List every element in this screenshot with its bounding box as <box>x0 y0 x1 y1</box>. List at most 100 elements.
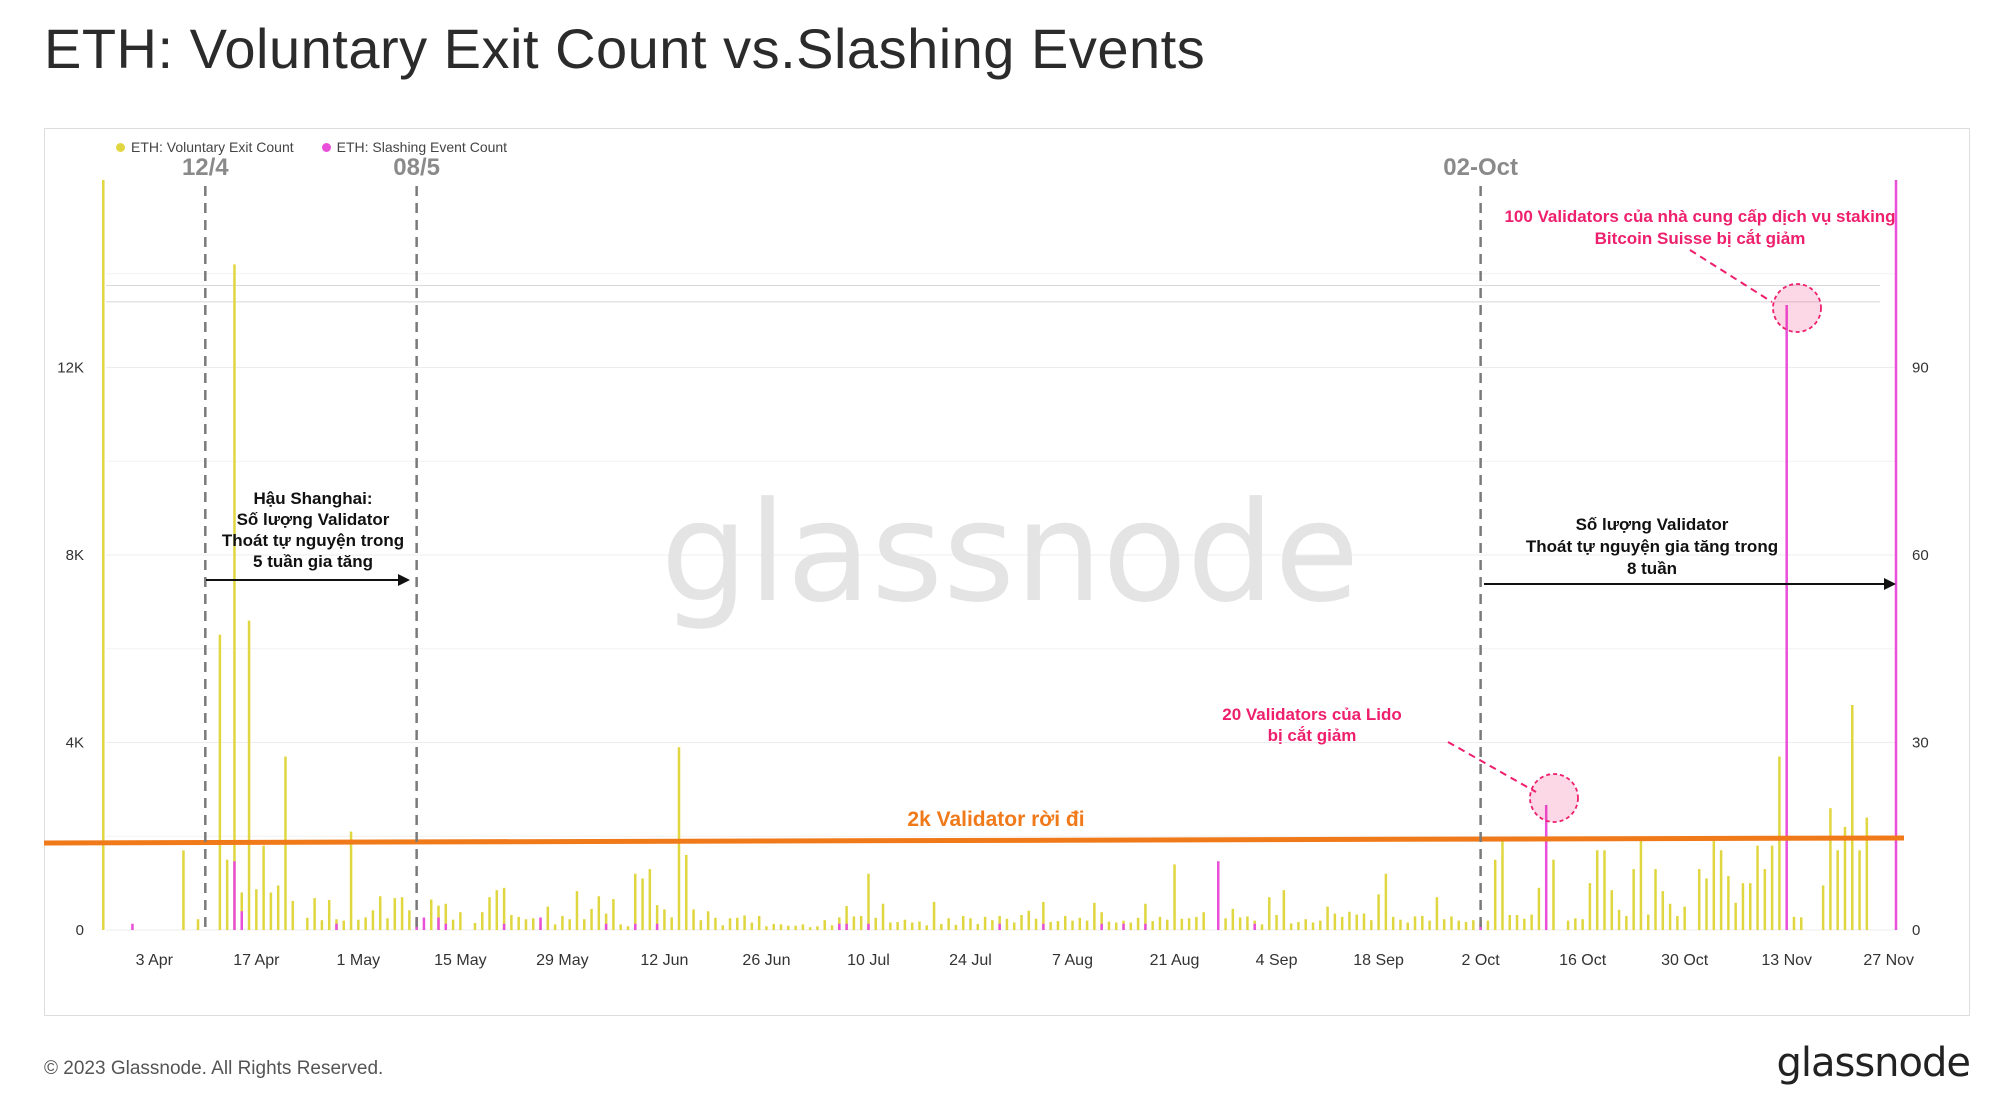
x-tick-label: 7 Aug <box>1052 952 1093 969</box>
marker-12-4-label: 12/4 <box>182 154 229 181</box>
exit-bar <box>1574 918 1577 930</box>
slash-bar <box>1144 923 1147 930</box>
exit-bar <box>1391 916 1395 930</box>
exit-bar <box>1231 908 1235 930</box>
exit-bar <box>670 917 673 930</box>
x-tick-label: 10 Jul <box>847 952 890 969</box>
exit-bar <box>1610 890 1614 930</box>
exit-bar <box>1617 909 1621 930</box>
slash-bar <box>422 917 426 930</box>
y-right-tick-label: 90 <box>1912 360 1929 377</box>
exit-bar <box>357 919 360 930</box>
exit-bar <box>276 885 280 930</box>
exit-bar <box>1508 915 1512 930</box>
exit-bar <box>1552 859 1555 930</box>
slash-bar <box>1122 923 1125 930</box>
exit-bar <box>1348 911 1351 930</box>
exit-bar <box>1435 897 1439 930</box>
exit-bar <box>1654 869 1657 930</box>
exit-bar <box>196 919 200 930</box>
exit-bar <box>918 921 921 930</box>
y-right-tick-label: 30 <box>1912 735 1929 752</box>
slash-bar <box>867 923 870 930</box>
exit-bar <box>1071 920 1074 930</box>
threshold-line <box>43 835 1905 846</box>
exit-bar <box>1668 903 1672 930</box>
exit-bar <box>1632 869 1635 930</box>
exit-bar <box>655 905 659 930</box>
exit-bar <box>604 913 608 930</box>
exit-bar <box>830 925 834 930</box>
shanghai-annotation: Thoát tự nguyện trong <box>222 531 404 550</box>
marker-08-5-label: 08/5 <box>393 154 440 181</box>
exit-bar <box>1836 850 1839 930</box>
exit-bar <box>889 922 892 930</box>
exit-bar <box>867 873 870 930</box>
exit-bar <box>991 920 994 930</box>
exit-bar <box>1763 869 1767 930</box>
exit-bar <box>743 915 746 930</box>
exit-bar <box>1581 919 1584 930</box>
exit-bar <box>976 923 980 930</box>
bitcoin-suisse-highlight-circle <box>1772 283 1822 333</box>
exit-bar <box>583 919 586 930</box>
eight-weeks-annotation: 8 tuần <box>1627 559 1677 578</box>
x-tick-label: 16 Oct <box>1559 952 1607 969</box>
exit-bar <box>1107 921 1111 930</box>
exit-bar <box>1260 924 1264 930</box>
exit-bar <box>546 906 550 930</box>
exit-bar <box>502 887 506 930</box>
exit-bar <box>874 917 878 930</box>
exit-bar <box>808 927 812 930</box>
legend-item-exit[interactable]: ETH: Voluntary Exit Count <box>116 139 294 155</box>
exit-bar <box>1333 913 1337 930</box>
exit-bar <box>859 915 863 930</box>
exit-bar <box>736 917 739 930</box>
legend-dot-exit <box>116 142 125 152</box>
exit-bar <box>306 917 309 930</box>
exit-bar <box>801 924 805 930</box>
exit-bar <box>320 920 324 930</box>
exit-bar <box>1843 826 1847 930</box>
exit-bar <box>218 634 222 930</box>
exit-bar <box>1588 883 1592 930</box>
exit-bar <box>1705 878 1708 930</box>
exit-bar <box>1202 912 1205 930</box>
exit-bar <box>1304 919 1307 930</box>
slash-bar <box>604 923 608 930</box>
legend-item-slash[interactable]: ETH: Slashing Event Count <box>321 139 507 155</box>
y-right-tick-label: 60 <box>1912 547 1929 564</box>
exit-bar <box>626 926 630 930</box>
exit-bar <box>342 920 346 930</box>
slash-bar <box>335 923 338 930</box>
eight-weeks-arrow-head <box>1884 578 1896 590</box>
chart-title: ETH: Voluntary Exit Count vs.Slashing Ev… <box>44 17 1206 80</box>
exit-bar <box>1800 917 1803 930</box>
exit-bar <box>910 922 914 930</box>
bitcoin-suisse-annotation: 100 Validators của nhà cung cấp dịch vụ … <box>1504 207 1895 226</box>
shanghai-annotation: 5 tuần gia tăng <box>253 552 373 571</box>
x-tick-label: 29 May <box>536 952 588 969</box>
exit-bar <box>932 901 936 930</box>
exit-bar <box>495 890 499 930</box>
exit-bar <box>1034 918 1038 930</box>
exit-bar <box>787 925 790 930</box>
exit-bar <box>1734 902 1737 930</box>
exit-bar <box>954 924 958 930</box>
exit-bar <box>1129 922 1133 930</box>
exit-bar <box>961 915 965 930</box>
exit-bar <box>378 896 382 930</box>
exit-bar <box>247 620 251 930</box>
exit-bar <box>1683 906 1686 930</box>
exit-bar <box>1370 920 1373 930</box>
exit-bar <box>1450 916 1453 930</box>
eight-weeks-annotation: Số lượng Validator <box>1576 515 1729 534</box>
exit-bar <box>947 918 950 930</box>
x-tick-label: 1 May <box>337 952 381 969</box>
exit-bar <box>852 916 856 930</box>
exit-bar <box>451 919 455 930</box>
exit-bar <box>706 911 710 930</box>
exit-bar <box>1603 850 1606 930</box>
exit-bar <box>1012 922 1016 930</box>
